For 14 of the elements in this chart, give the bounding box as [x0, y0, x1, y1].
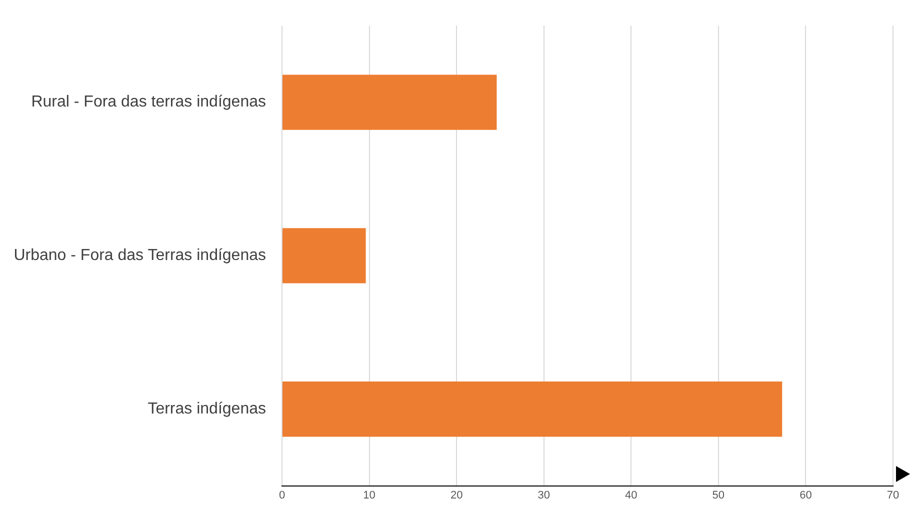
bar [282, 381, 782, 437]
bar [282, 228, 366, 284]
x-tick-label: 30 [538, 489, 550, 502]
x-tick-label: 20 [450, 489, 463, 502]
y-tick-label: Urbano - Fora das Terras indígenas [14, 247, 266, 264]
x-tick-label: 70 [886, 489, 900, 502]
x-tick-label: 50 [712, 489, 725, 502]
x-tick-label: 0 [278, 489, 286, 502]
y-tick-label: Terras indígenas [148, 400, 266, 418]
x-tick-label: 60 [800, 489, 812, 502]
x-tick-label: 10 [363, 489, 376, 502]
x-tick-label: 40 [625, 489, 638, 502]
y-tick-label: Rural - Fora das terras indígenas [31, 94, 266, 111]
bar [282, 74, 497, 130]
